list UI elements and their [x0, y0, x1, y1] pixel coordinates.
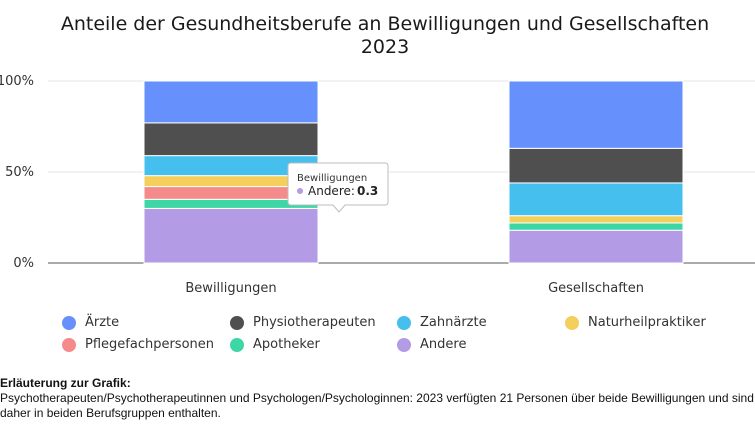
x-category-label: Gesellschaften [548, 281, 644, 296]
legend-swatch [565, 315, 579, 330]
legend-swatch [397, 337, 411, 352]
chart-note: Erläuterung zur Grafik: Psychotherapeute… [0, 376, 755, 421]
legend-swatch [397, 315, 411, 330]
chart-title-line-2: 2023 [361, 36, 409, 58]
chart-title-line-1: Anteile der Gesundheitsberufe an Bewilli… [61, 13, 709, 35]
legend-item[interactable]: Apotheker [230, 337, 320, 352]
bar-segment[interactable] [508, 80, 684, 149]
tooltip-box [287, 162, 389, 213]
legend-item[interactable]: Physiotherapeuten [230, 315, 376, 330]
legend-item[interactable]: Pflegefachpersonen [62, 337, 214, 352]
y-tick-label: 50% [5, 165, 34, 180]
bar-segment[interactable] [143, 207, 319, 264]
legend-label: Ärzte [85, 315, 120, 330]
legend-item[interactable]: Ärzte [62, 315, 119, 330]
tooltip-label: Andere: [308, 184, 355, 198]
tooltip-value: 0.3 [357, 184, 378, 198]
legend-label: Pflegefachpersonen [85, 337, 215, 352]
legend-item[interactable]: Zahnärzte [397, 315, 487, 330]
legend-swatch [230, 315, 244, 330]
y-tick-label: 100% [0, 74, 34, 89]
tooltip-dot [297, 188, 303, 194]
y-tick-label: 0% [13, 256, 34, 271]
legend-swatch [62, 315, 76, 330]
x-category-label: Bewilligungen [185, 281, 276, 296]
legend-label: Naturheilpraktiker [588, 315, 706, 330]
bar-segment[interactable] [508, 182, 684, 217]
legend-label: Zahnärzte [420, 315, 487, 330]
tooltip-title: Bewilligungen [297, 173, 367, 184]
bar-segment[interactable] [508, 222, 684, 231]
bar-segment[interactable] [143, 80, 319, 124]
legend-label: Physiotherapeuten [253, 315, 376, 330]
legend-swatch [230, 337, 244, 352]
stacked-bar-chart: Anteile der Gesundheitsberufe an Bewilli… [0, 13, 755, 296]
bar-segment[interactable] [508, 147, 684, 184]
legend-label: Apotheker [253, 337, 320, 352]
note-text: Psychotherapeuten/Psychotherapeutinnen u… [0, 391, 754, 420]
legend-item[interactable]: Andere [397, 337, 466, 352]
bar-segment[interactable] [143, 122, 319, 157]
legend-item[interactable]: Naturheilpraktiker [565, 315, 706, 330]
bar-segment[interactable] [508, 229, 684, 264]
legend-swatch [62, 337, 76, 352]
legend-label: Andere [420, 337, 467, 352]
tooltip: Bewilligungen Andere: 0.3 [287, 162, 389, 213]
bar-segment[interactable] [508, 215, 684, 224]
note-title: Erläuterung zur Grafik: [0, 376, 131, 390]
